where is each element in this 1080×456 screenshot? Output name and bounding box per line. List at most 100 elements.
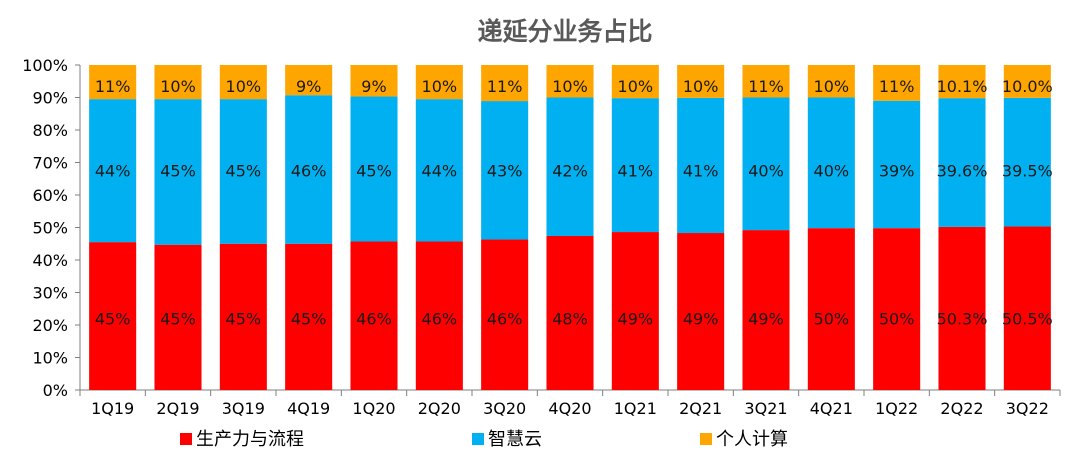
data-label: 50% xyxy=(814,310,850,329)
bar-segment xyxy=(285,65,333,96)
bar-segment xyxy=(546,65,594,98)
data-label: 40% xyxy=(814,162,850,181)
x-tick-label: 4Q20 xyxy=(548,399,591,418)
y-tick-label: 50% xyxy=(32,219,68,238)
data-label: 40% xyxy=(748,162,784,181)
data-label: 50.5% xyxy=(1002,310,1053,329)
data-label: 9% xyxy=(296,77,321,96)
data-label: 45% xyxy=(95,310,131,329)
bar-segment xyxy=(285,95,333,244)
y-tick-label: 30% xyxy=(32,284,68,303)
y-tick-label: 0% xyxy=(43,381,68,400)
bar-segment xyxy=(154,65,202,100)
y-tick-label: 60% xyxy=(32,186,68,205)
data-label: 39% xyxy=(879,162,915,181)
x-tick-label: 3Q21 xyxy=(744,399,787,418)
data-label: 49% xyxy=(748,310,784,329)
data-label: 10% xyxy=(683,77,719,96)
bar-segment xyxy=(481,101,529,240)
data-label: 11% xyxy=(487,77,523,96)
bar-segment xyxy=(611,232,659,390)
data-label: 11% xyxy=(748,77,784,96)
bar-segment xyxy=(481,65,529,102)
bar-segment xyxy=(873,228,921,390)
bar-segment xyxy=(611,98,659,233)
x-tick-label: 1Q20 xyxy=(352,399,395,418)
legend-label: 智慧云 xyxy=(488,429,542,450)
legend-swatch xyxy=(472,433,484,445)
legend-label: 个人计算 xyxy=(716,429,788,450)
legend: 生产力与流程 智慧云 个人计算 xyxy=(180,429,788,450)
data-label: 10% xyxy=(814,77,850,96)
y-tick-label: 20% xyxy=(32,316,68,335)
bar-segment xyxy=(415,65,463,100)
bar-segment xyxy=(415,99,463,242)
data-label: 10% xyxy=(422,77,458,96)
bar-segment xyxy=(938,226,986,390)
data-label: 10% xyxy=(160,77,196,96)
bar-segment xyxy=(873,100,921,229)
data-label: 41% xyxy=(683,162,719,181)
bar-segment xyxy=(873,65,921,101)
data-label: 49% xyxy=(618,310,654,329)
bar-segment xyxy=(350,241,398,390)
data-label: 10.1% xyxy=(937,77,988,96)
data-label: 49% xyxy=(683,310,719,329)
bar-segment xyxy=(481,239,529,390)
data-label: 45% xyxy=(226,310,262,329)
bar-segment xyxy=(89,99,137,243)
x-tick-label: 1Q21 xyxy=(614,399,657,418)
data-label: 44% xyxy=(95,162,131,181)
data-label: 45% xyxy=(160,162,196,181)
x-tick-label: 4Q19 xyxy=(287,399,330,418)
bar-segment xyxy=(742,230,790,390)
data-label: 45% xyxy=(226,162,262,181)
x-tick-label: 2Q21 xyxy=(679,399,722,418)
data-label: 10% xyxy=(618,77,654,96)
bar-segment xyxy=(154,244,202,390)
data-label: 42% xyxy=(552,162,588,181)
bar-segment xyxy=(611,65,659,99)
bar-segment xyxy=(1003,97,1051,227)
data-label: 45% xyxy=(291,310,327,329)
bar-segment xyxy=(350,65,398,97)
y-tick-label: 70% xyxy=(32,154,68,173)
bar-segment xyxy=(938,65,986,99)
y-tick-label: 90% xyxy=(32,89,68,108)
data-label: 11% xyxy=(95,77,131,96)
data-label: 46% xyxy=(487,310,523,329)
data-label: 43% xyxy=(487,162,523,181)
data-label: 50% xyxy=(879,310,915,329)
plot-area: 0% 10% 20% 30% 40% 50% 60% 70% 80% 90% 100% 1Q19 2Q1… xyxy=(22,56,1061,418)
bar-segment xyxy=(350,96,398,242)
bar-segment xyxy=(742,65,790,98)
data-label: 10% xyxy=(552,77,588,96)
data-label: 45% xyxy=(160,310,196,329)
data-label: 45% xyxy=(356,162,392,181)
bar-segment xyxy=(1003,226,1051,390)
bar-segment xyxy=(154,99,202,245)
bar-segment xyxy=(285,243,333,390)
legend-swatch xyxy=(700,433,712,445)
data-label: 41% xyxy=(618,162,654,181)
data-label: 11% xyxy=(879,77,915,96)
data-label: 48% xyxy=(552,310,588,329)
bar-segment xyxy=(938,98,986,227)
x-tick-label: 2Q20 xyxy=(418,399,461,418)
bar-segment xyxy=(89,242,137,390)
data-label: 39.6% xyxy=(937,162,988,181)
bar-segment xyxy=(677,97,725,234)
bar-segment xyxy=(415,241,463,390)
x-tick-label: 3Q22 xyxy=(1006,399,1049,418)
bar-segment xyxy=(219,65,267,100)
bar-segment xyxy=(546,97,594,236)
y-tick-label: 100% xyxy=(22,56,68,75)
bar-segment xyxy=(807,97,855,229)
data-label: 46% xyxy=(422,310,458,329)
x-tick-label: 1Q22 xyxy=(875,399,918,418)
x-tick-label: 1Q19 xyxy=(91,399,134,418)
bar-segment xyxy=(677,65,725,98)
data-label: 10.0% xyxy=(1002,77,1053,96)
data-label: 46% xyxy=(291,162,327,181)
